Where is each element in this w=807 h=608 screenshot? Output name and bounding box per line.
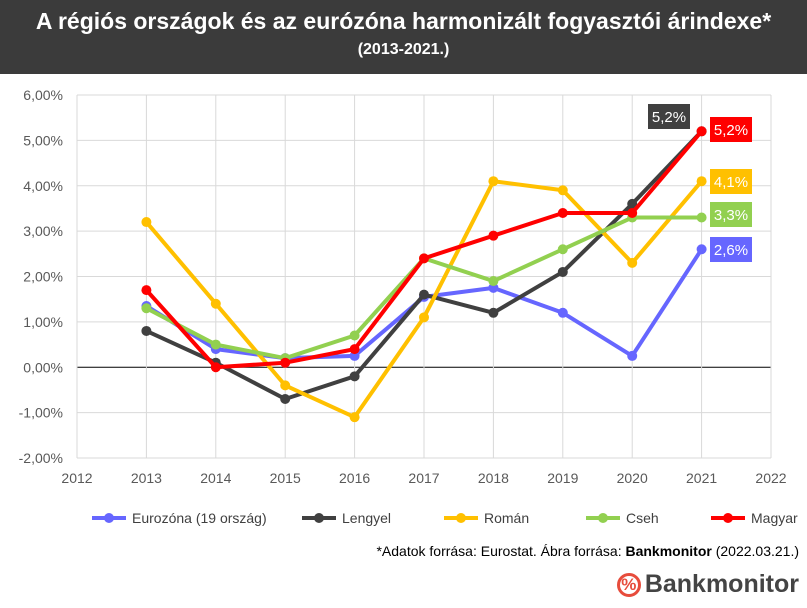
- x-tick-label: 2017: [408, 470, 439, 486]
- x-tick-label: 2014: [200, 470, 231, 486]
- y-tick-label: 1,00%: [23, 314, 63, 330]
- data-point: [141, 217, 152, 228]
- data-point: [419, 312, 429, 323]
- data-point: [557, 244, 568, 255]
- x-tick-label: 2022: [755, 470, 786, 486]
- legend-marker: [456, 513, 466, 523]
- x-tick-label: 2020: [617, 470, 648, 486]
- end-label-box: [648, 104, 690, 129]
- legend-marker: [723, 513, 733, 523]
- logo-text: Bankmonitor: [644, 570, 799, 598]
- end-label: 5,2%: [652, 109, 686, 126]
- data-point: [280, 357, 291, 368]
- data-point: [557, 207, 568, 218]
- source-text: *Adatok forrása: Eurostat. Ábra forrása:: [376, 543, 626, 559]
- data-point: [488, 176, 499, 187]
- chart-subtitle: (2013-2021.): [357, 41, 450, 58]
- legend-label: Magyar: [751, 510, 798, 526]
- percent-icon: %: [616, 572, 641, 597]
- data-point: [627, 350, 638, 361]
- legend-label: Eurozóna (19 ország): [132, 510, 267, 526]
- data-point: [696, 126, 707, 137]
- end-label-box: [710, 117, 752, 142]
- x-tick-label: 2015: [270, 470, 301, 486]
- y-tick-label: 3,00%: [23, 223, 63, 239]
- data-point: [280, 380, 291, 391]
- data-point: [210, 339, 221, 350]
- legend-marker: [598, 513, 608, 523]
- data-point: [210, 362, 221, 373]
- bankmonitor-logo: % Bankmonitor: [616, 570, 799, 599]
- data-point: [696, 244, 707, 255]
- data-point: [627, 198, 638, 209]
- chart-header: A régiós országok és az eurózóna harmoni…: [0, 0, 807, 74]
- end-label: 5,2%: [714, 122, 748, 139]
- legend-label: Román: [484, 510, 529, 526]
- y-tick-label: 2,00%: [23, 269, 63, 285]
- data-point: [696, 212, 707, 223]
- y-tick-label: 5,00%: [23, 132, 63, 148]
- x-tick-label: 2018: [478, 470, 509, 486]
- y-tick-label: 4,00%: [23, 178, 63, 194]
- end-label-box: [710, 169, 752, 194]
- end-label-box: [710, 237, 752, 262]
- x-tick-label: 2012: [61, 470, 92, 486]
- end-label: 3,3%: [714, 207, 748, 224]
- data-point: [557, 185, 568, 196]
- chart-title: A régiós országok és az eurózóna harmoni…: [35, 8, 772, 34]
- source-date: (2022.03.21.): [711, 543, 799, 559]
- source-note: *Adatok forrása: Eurostat. Ábra forrása:…: [376, 543, 799, 559]
- legend-label: Cseh: [626, 510, 659, 526]
- data-point: [141, 325, 152, 336]
- data-point: [210, 298, 221, 309]
- x-tick-label: 2013: [131, 470, 162, 486]
- data-point: [488, 307, 499, 318]
- legend-marker: [104, 513, 114, 523]
- line-chart: -2,00% -1,00% 0,00% 1,00% 2,00% 3,00% 4,00% 5,0…: [19, 87, 798, 526]
- x-tick-label: 2021: [686, 470, 717, 486]
- data-point: [349, 344, 360, 355]
- data-point: [488, 276, 499, 287]
- data-point: [141, 303, 152, 314]
- data-point: [349, 330, 360, 341]
- y-tick-label: 0,00%: [23, 359, 63, 375]
- legend-label: Lengyel: [342, 510, 391, 526]
- data-point: [627, 257, 638, 268]
- x-tick-label: 2019: [547, 470, 578, 486]
- data-point: [419, 253, 429, 264]
- data-point: [349, 371, 360, 382]
- x-tick-label: 2016: [339, 470, 370, 486]
- y-tick-label: -1,00%: [19, 405, 63, 421]
- end-label: 4,1%: [714, 174, 748, 191]
- legend-marker: [314, 513, 324, 523]
- end-label-box: [710, 202, 752, 227]
- data-point: [557, 266, 568, 277]
- data-point: [696, 176, 707, 187]
- end-label: 2,6%: [714, 242, 748, 259]
- y-tick-label: 6,00%: [23, 87, 63, 103]
- source-brand: Bankmonitor: [625, 543, 712, 559]
- data-point: [419, 289, 429, 300]
- data-point: [488, 230, 499, 241]
- data-point: [349, 412, 360, 423]
- data-point: [557, 307, 568, 318]
- data-point: [627, 207, 638, 218]
- data-point: [280, 394, 291, 405]
- data-point: [141, 285, 152, 296]
- y-tick-label: -2,00%: [19, 450, 63, 466]
